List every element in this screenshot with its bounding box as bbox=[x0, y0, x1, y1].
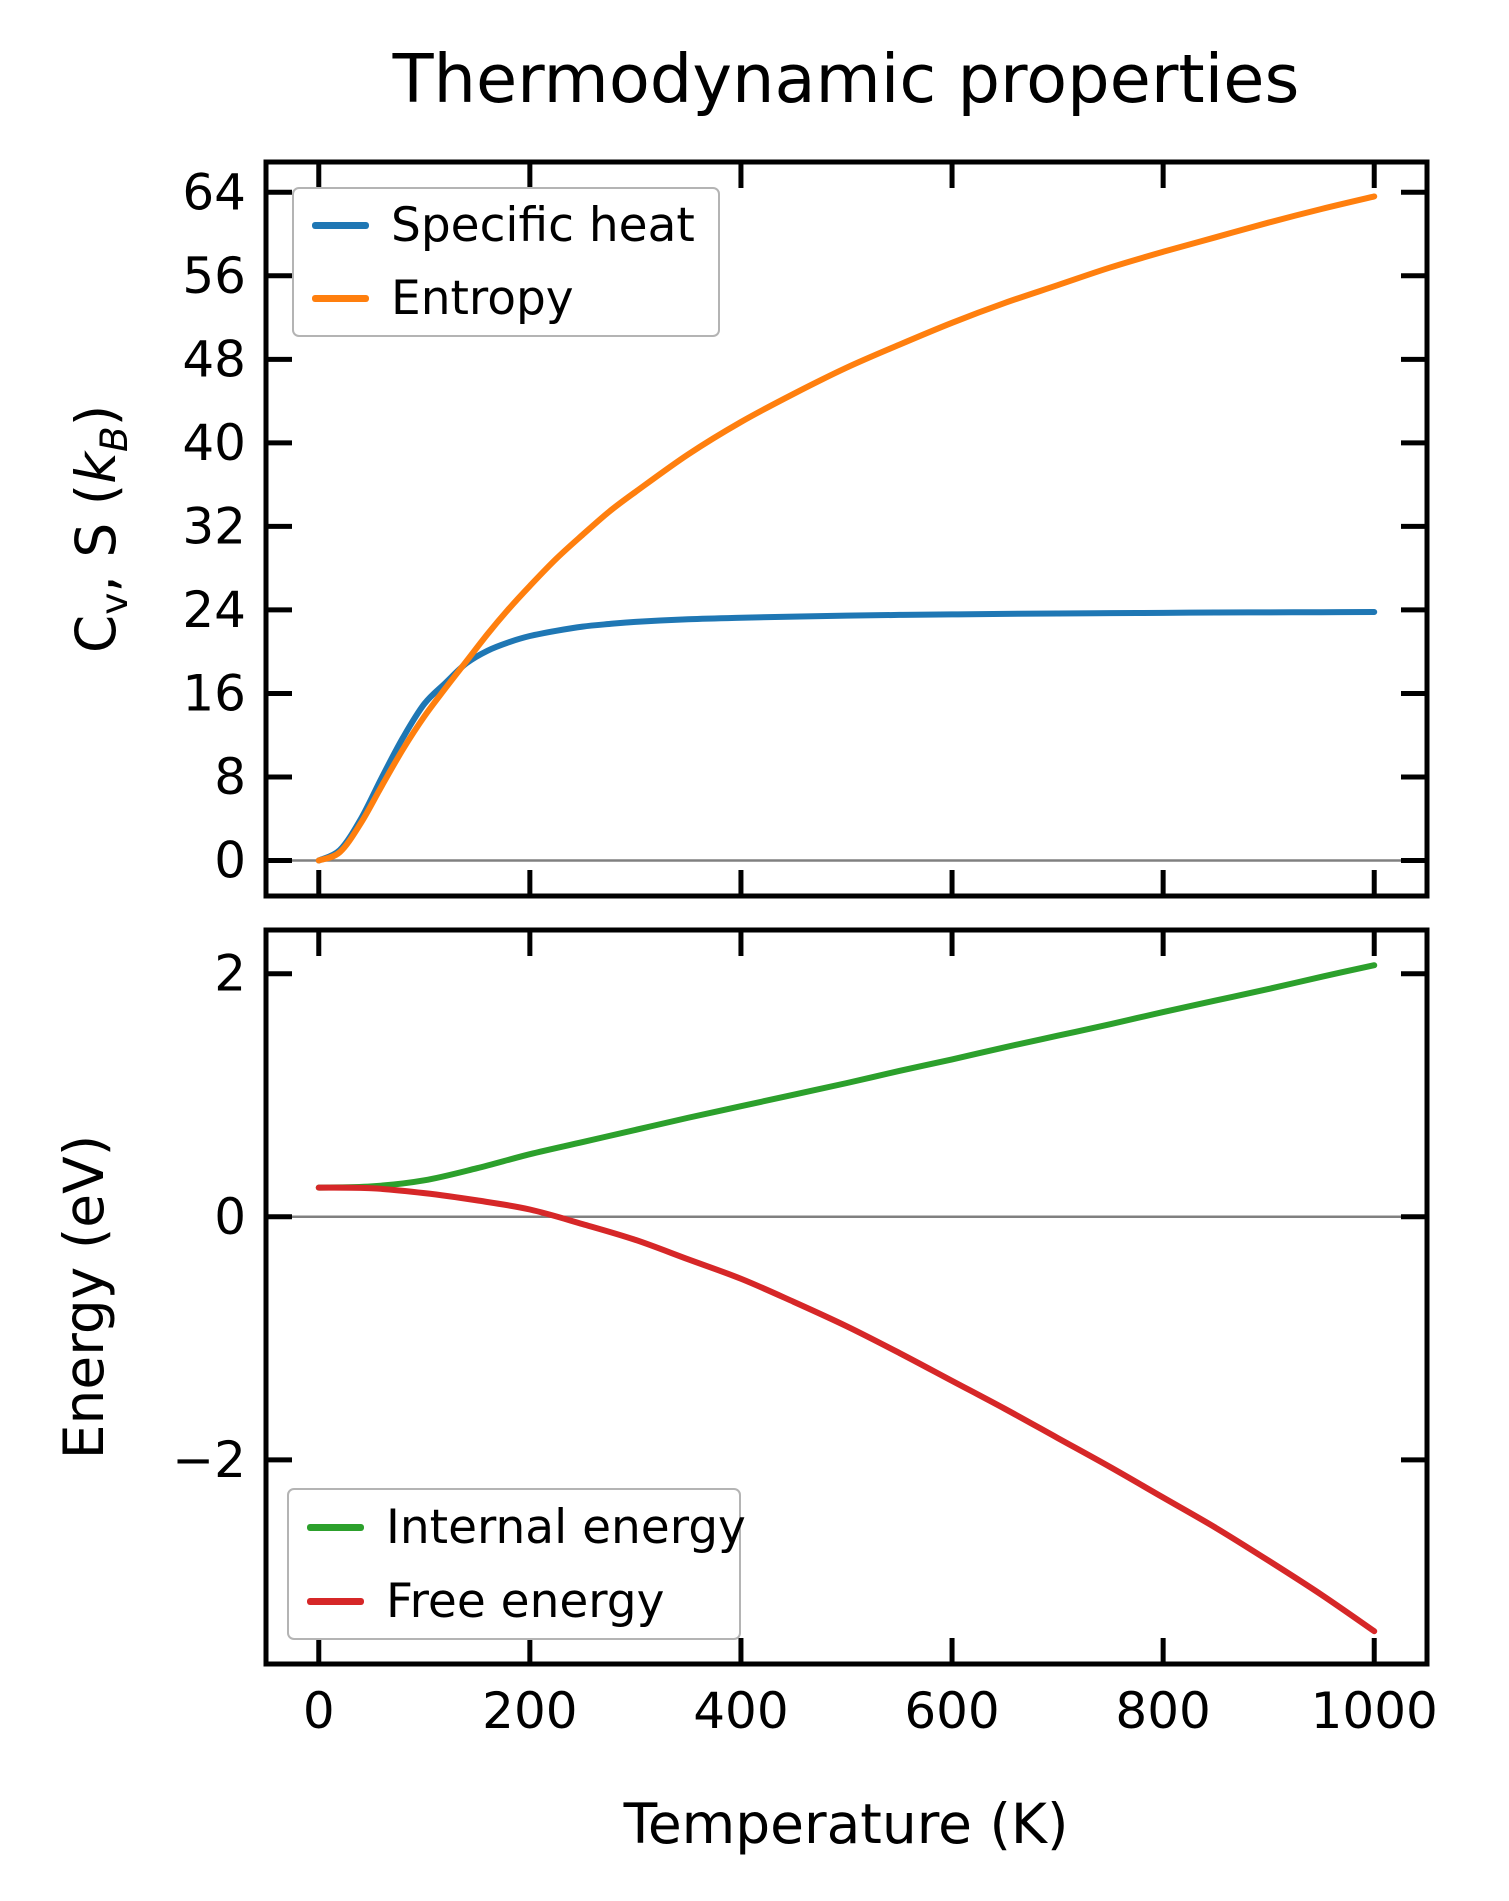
series-free-energy bbox=[315, 1184, 1378, 1635]
legend-bottom: Internal energy Free energy bbox=[287, 1488, 746, 1640]
y-tick-label: 0 bbox=[214, 1188, 246, 1246]
entropy-line-swatch bbox=[312, 295, 369, 302]
x-tick-label: 400 bbox=[693, 1682, 788, 1740]
legend-item-specific-heat: Specific heat bbox=[312, 189, 700, 262]
specific-heat-line-swatch bbox=[312, 222, 369, 229]
free-energy-line-swatch bbox=[307, 1597, 364, 1605]
legend-item-internal-energy: Internal energy bbox=[307, 1490, 746, 1564]
plot-spines bbox=[263, 927, 1430, 1667]
y-tick-label: 2 bbox=[214, 945, 246, 1003]
series-internal-energy bbox=[315, 962, 1378, 1191]
legend-item-entropy: Entropy bbox=[312, 262, 700, 335]
ylabel-top-mid: , S ( bbox=[64, 483, 128, 593]
legend-item-free-energy: Free energy bbox=[307, 1564, 721, 1638]
y-tick-label: 0 bbox=[214, 832, 246, 890]
ylabel-top-c: C bbox=[64, 614, 128, 654]
y-tick-label: 32 bbox=[182, 497, 246, 555]
legend-label: Free energy bbox=[386, 1573, 665, 1629]
legend-label: Internal energy bbox=[386, 1499, 746, 1555]
x-tick-label: 200 bbox=[482, 1682, 577, 1740]
plot-spines bbox=[263, 159, 1430, 899]
ylabel-top-k: k bbox=[64, 451, 128, 484]
series-specific-heat bbox=[315, 609, 1378, 864]
axes-top-plot: 0 8 16 24 32 40 48 56 64 bbox=[182, 159, 1430, 899]
y-tick-label: 24 bbox=[182, 581, 246, 639]
y-tick-label: 56 bbox=[182, 247, 246, 305]
x-tick-label: 600 bbox=[904, 1682, 999, 1740]
y-tick-label: 40 bbox=[182, 414, 246, 472]
y-tick-label: 16 bbox=[182, 664, 246, 722]
y-tick-label: 48 bbox=[182, 330, 246, 388]
ylabel-top-close: ) bbox=[64, 404, 128, 427]
legend-top: Specific heat Entropy bbox=[292, 187, 720, 337]
y-axis-label-bottom: Energy (eV) bbox=[52, 1134, 116, 1460]
x-tick-label: 1000 bbox=[1311, 1682, 1438, 1740]
x-tick-label: 0 bbox=[303, 1682, 335, 1740]
y-axis-label-top: Cv, S (kB) bbox=[64, 405, 136, 653]
legend-label: Specific heat bbox=[391, 198, 695, 253]
y-tick-label: 8 bbox=[214, 748, 246, 806]
internal-energy-line-swatch bbox=[307, 1523, 364, 1531]
x-axis-label: Temperature (K) bbox=[623, 1792, 1069, 1856]
legend-label: Entropy bbox=[391, 271, 574, 326]
ylabel-top-c-sub: v bbox=[92, 592, 136, 615]
ylabel-top-k-sub: B bbox=[92, 426, 136, 452]
y-tick-label: −2 bbox=[172, 1431, 246, 1489]
series-entropy bbox=[315, 193, 1378, 864]
figure-title: Thermodynamic properties bbox=[392, 40, 1300, 118]
y-tick-label: 64 bbox=[182, 163, 246, 221]
x-tick-label: 800 bbox=[1115, 1682, 1210, 1740]
axes-bottom-plot: 0 200 400 600 800 1000 −2 0 2 bbox=[172, 927, 1438, 1740]
